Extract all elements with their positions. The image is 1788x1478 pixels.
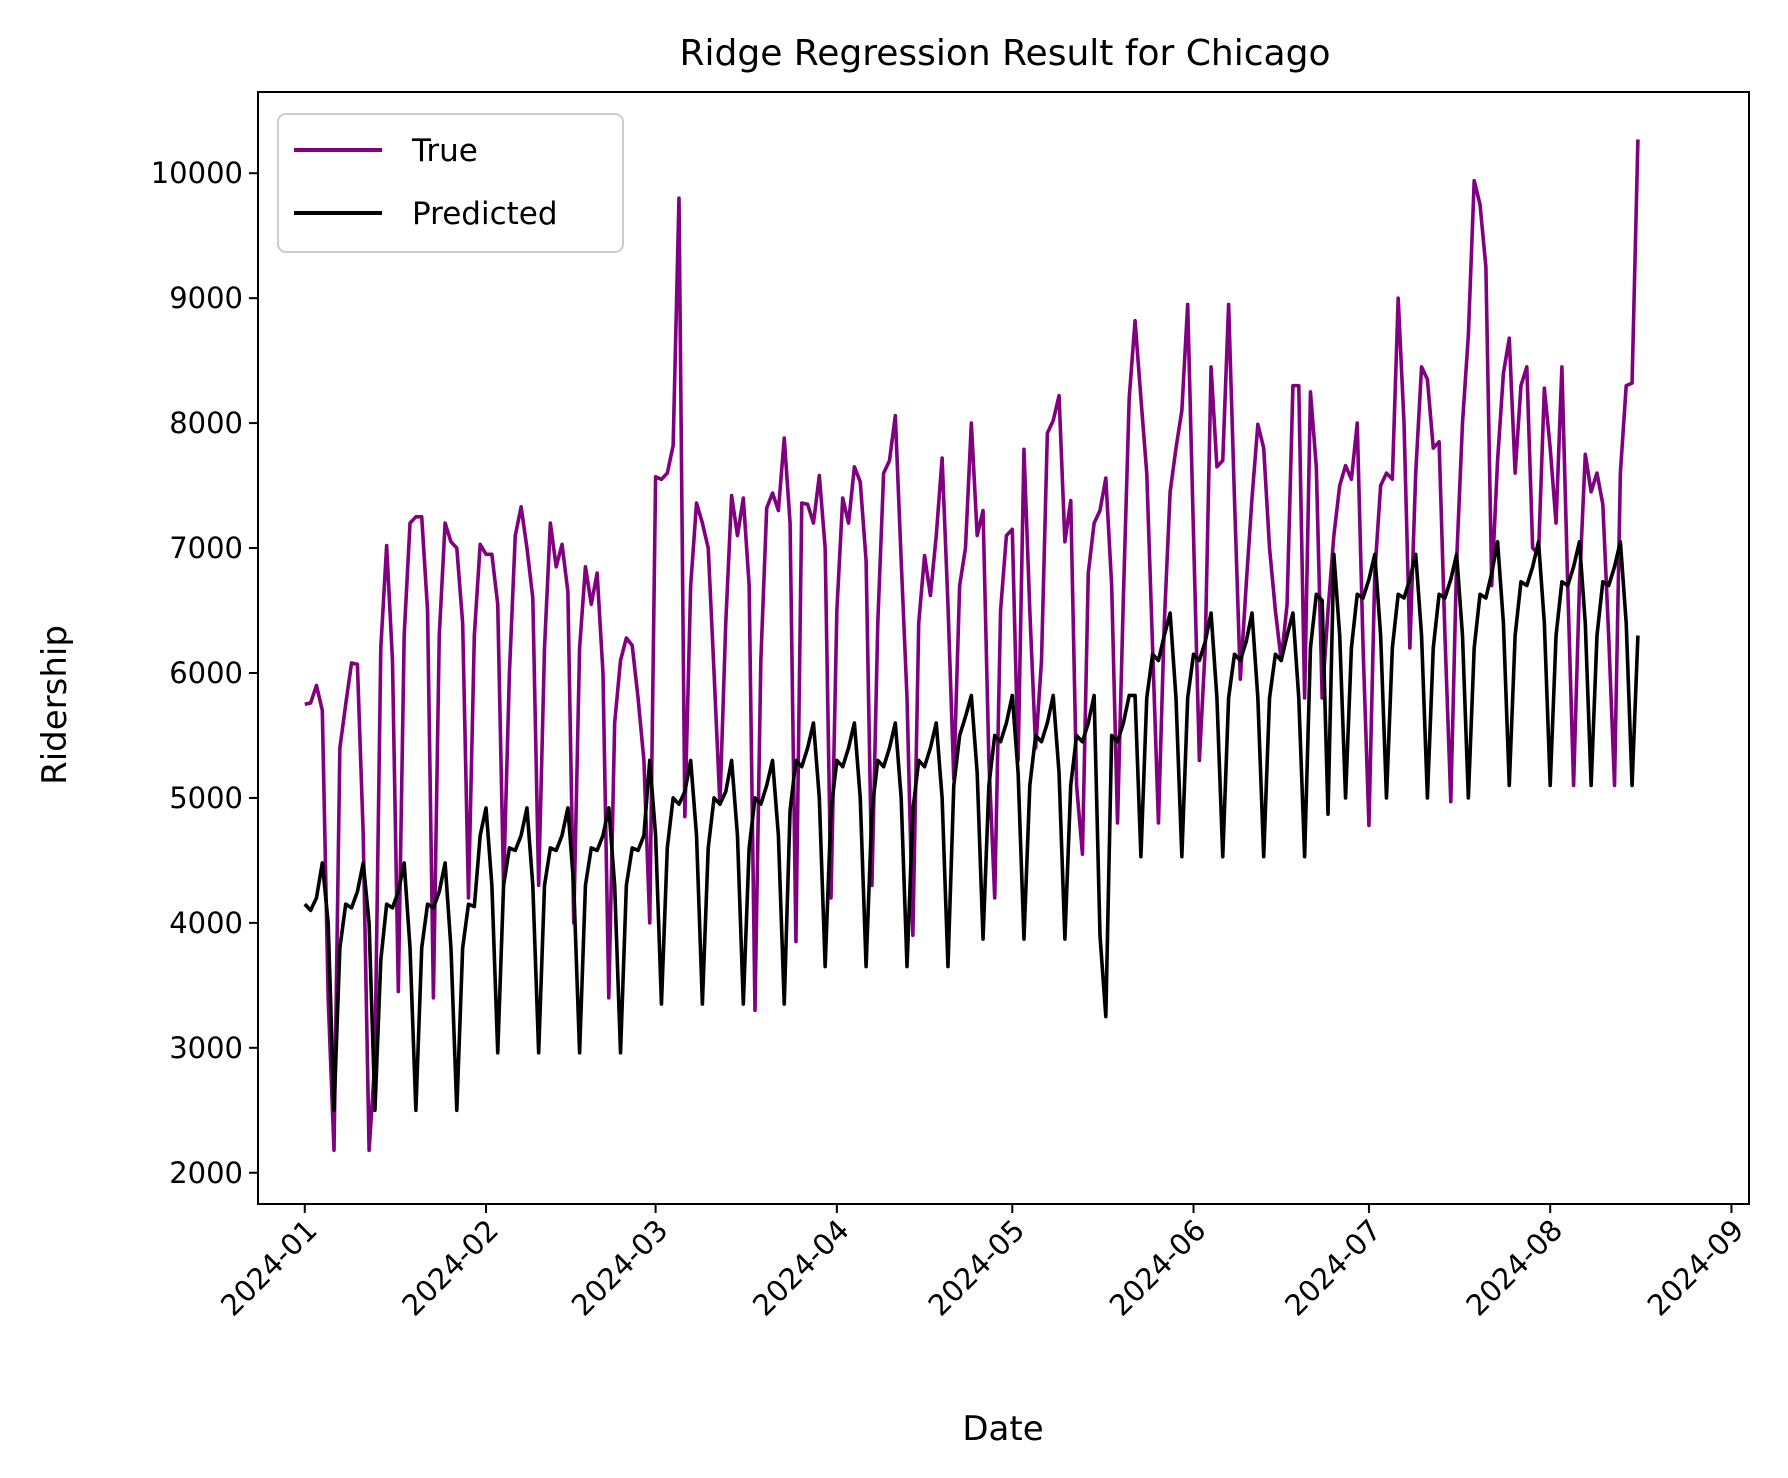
y-axis-label: Ridership bbox=[35, 625, 75, 785]
plot-frame bbox=[257, 91, 1750, 1205]
y-tick-label: 2000 bbox=[169, 1156, 243, 1190]
x-axis-label: Date bbox=[962, 1409, 1043, 1449]
y-tick-label: 3000 bbox=[169, 1031, 243, 1065]
y-tick-label: 8000 bbox=[169, 406, 243, 440]
y-tick-label: 6000 bbox=[169, 656, 243, 690]
y-tick-label: 10000 bbox=[151, 156, 243, 190]
series-line-predicted bbox=[303, 540, 1640, 1113]
legend: True Predicted bbox=[277, 113, 624, 253]
legend-label-true: True bbox=[411, 133, 478, 169]
y-tick-label: 5000 bbox=[169, 781, 243, 815]
y-tick-label: 4000 bbox=[169, 906, 243, 940]
y-axis: 2000 3000 4000 5000 6000 7000 8000 9000 10000 bbox=[151, 156, 258, 1190]
series-line-true bbox=[304, 139, 1640, 1153]
legend-label-predicted: Predicted bbox=[412, 196, 558, 232]
chart-title: Ridge Regression Result for Chicago bbox=[680, 33, 1331, 74]
y-tick-label: 9000 bbox=[169, 281, 243, 315]
y-tick-label: 7000 bbox=[169, 531, 243, 565]
series-layer bbox=[303, 139, 1640, 1153]
